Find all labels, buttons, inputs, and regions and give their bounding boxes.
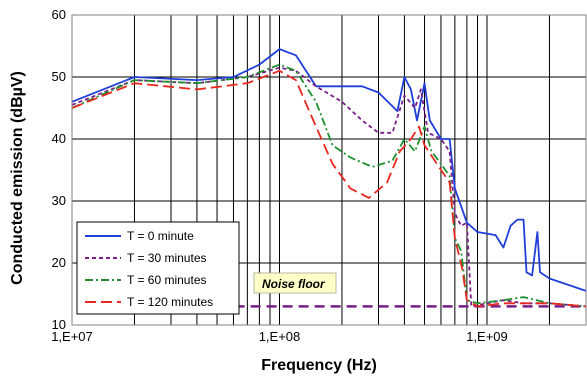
x-tick-label: 1,E+07	[51, 329, 93, 344]
x-tick-label: 1,E+08	[259, 329, 301, 344]
series-line-2	[71, 66, 587, 308]
series-line-3	[71, 63, 587, 308]
y-tick-label: 10	[52, 317, 66, 332]
y-tick-label: 50	[52, 69, 66, 84]
y-axis-title: Conducted emission (dBµV)	[9, 71, 26, 285]
legend-label-2: T = 30 minutes	[127, 251, 207, 265]
y-tick-label: 20	[52, 255, 66, 270]
y-tick-label: 30	[52, 193, 66, 208]
noise-floor-label: Noise floor	[262, 277, 326, 291]
plot-frame	[71, 14, 587, 326]
series-lines	[71, 48, 587, 308]
series-line-1	[71, 48, 587, 292]
y-tick-labels: 10 20 30 40 50 60	[52, 7, 66, 332]
x-axis-title: Frequency (Hz)	[261, 357, 377, 374]
legend: T = 0 minute T = 30 minutes T = 60 minutes…	[76, 221, 240, 315]
legend-label-3: T = 60 minutes	[127, 273, 207, 287]
noise-floor-label-background	[253, 272, 337, 294]
noise-floor-label-box: Noise floor	[253, 272, 337, 294]
legend-box	[76, 221, 240, 315]
x-tick-labels: 1,E+07 1,E+08 1,E+09	[51, 329, 508, 344]
x-tick-label: 1,E+09	[466, 329, 508, 344]
legend-label-4: T = 120 minutes	[127, 295, 213, 309]
legend-label-1: T = 0 minute	[127, 229, 194, 243]
series-line-4	[71, 69, 587, 308]
y-tick-label: 60	[52, 7, 66, 22]
y-tick-label: 40	[52, 131, 66, 146]
